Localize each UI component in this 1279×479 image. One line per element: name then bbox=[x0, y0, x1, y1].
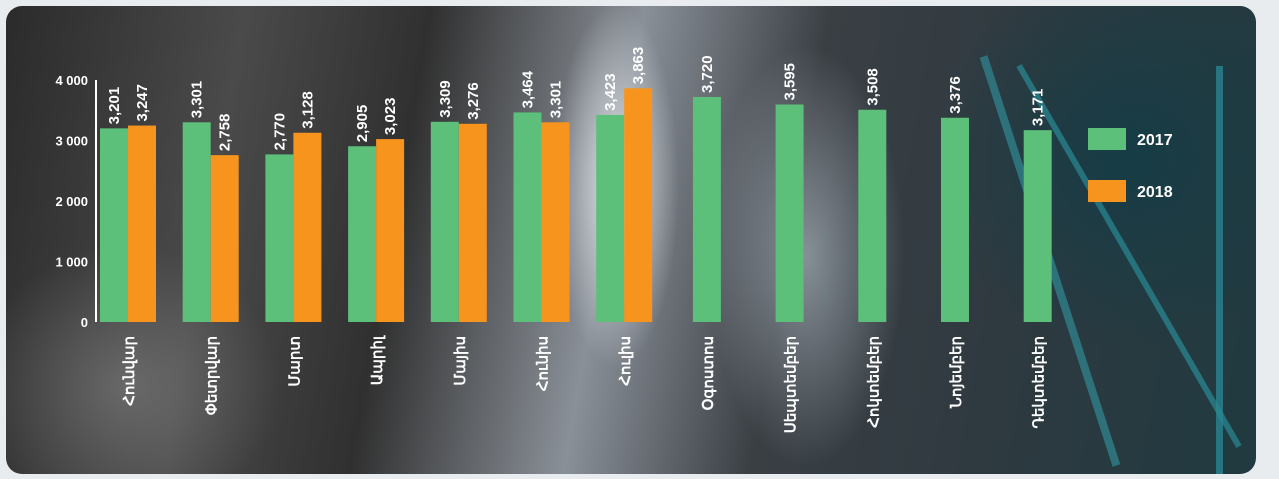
data-label-2017-4: 2,905 bbox=[354, 105, 371, 143]
x-tick-label: Ապրիլ bbox=[369, 335, 386, 385]
data-label-2017-7: 3,423 bbox=[602, 73, 619, 111]
data-label-2017-2: 3,301 bbox=[189, 81, 206, 119]
bar-2017-10 bbox=[858, 109, 887, 323]
legend-swatch-2017 bbox=[1088, 128, 1126, 150]
legend-label-2017: 2017 bbox=[1137, 132, 1173, 149]
y-tick-label: 3 000 bbox=[55, 134, 88, 149]
bar-2018-5 bbox=[458, 123, 487, 322]
data-label-2017-1: 3,201 bbox=[106, 87, 123, 125]
x-tick-label: Հունվար bbox=[121, 336, 138, 406]
data-label-2017-3: 2,770 bbox=[271, 113, 288, 151]
bar-2018-3 bbox=[293, 132, 322, 322]
data-label-2017-12: 3,171 bbox=[1030, 89, 1047, 127]
y-tick-label: 1 000 bbox=[55, 255, 88, 270]
data-label-2017-6: 3,464 bbox=[520, 70, 537, 108]
data-label-2018-4: 3,023 bbox=[382, 98, 399, 136]
data-label-2017-9: 3,595 bbox=[782, 63, 799, 101]
bar-2017-4 bbox=[348, 146, 377, 322]
y-tick-label: 4 000 bbox=[55, 73, 88, 88]
bar-2018-2 bbox=[210, 155, 239, 322]
y-tick-label: 0 bbox=[81, 315, 88, 330]
bar-2017-11 bbox=[941, 117, 969, 322]
x-tick-label: Դեկտեմբեր bbox=[1031, 336, 1048, 428]
bar-2018-6 bbox=[541, 122, 570, 323]
legend-label-2018: 2018 bbox=[1137, 184, 1173, 201]
x-tick-label: Սեպտեմբեր bbox=[783, 336, 800, 433]
bar-2017-3 bbox=[265, 154, 294, 322]
data-label-2018-1: 3,247 bbox=[134, 84, 151, 122]
x-tick-label: Նոյեմբեր bbox=[948, 336, 965, 409]
data-label-2017-8: 3,720 bbox=[699, 55, 716, 93]
bar-2017-7 bbox=[596, 114, 625, 322]
bar-2017-2 bbox=[182, 122, 211, 323]
data-label-2018-3: 3,128 bbox=[299, 91, 316, 129]
legend-swatch-2018 bbox=[1088, 180, 1126, 202]
bar-2018-7 bbox=[624, 88, 653, 322]
bar-2017-12 bbox=[1023, 130, 1052, 322]
data-label-2018-5: 3,276 bbox=[465, 82, 482, 120]
x-tick-label: Հուլիս bbox=[617, 336, 634, 386]
data-label-2017-10: 3,508 bbox=[864, 68, 881, 106]
bar-2017-1 bbox=[100, 128, 128, 322]
bar-2017-5 bbox=[430, 121, 459, 322]
x-tick-label: Օգոստոս bbox=[700, 336, 717, 410]
bar-2018-4 bbox=[376, 139, 405, 322]
bar-2017-8 bbox=[692, 96, 721, 322]
data-label-2018-7: 3,863 bbox=[630, 47, 647, 85]
background-railing bbox=[1216, 66, 1223, 474]
bar-2018-1 bbox=[128, 125, 156, 322]
data-label-2017-5: 3,309 bbox=[437, 80, 454, 118]
data-label-2018-6: 3,301 bbox=[548, 81, 565, 119]
bar-2017-6 bbox=[513, 112, 542, 322]
bar-2017-9 bbox=[775, 104, 804, 322]
data-label-2017-11: 3,376 bbox=[947, 76, 964, 114]
x-tick-label: Հոկտեմբեր bbox=[865, 336, 882, 428]
y-tick-label: 2 000 bbox=[55, 194, 88, 209]
data-label-2018-2: 2,758 bbox=[217, 114, 234, 152]
x-tick-label: Հունիս bbox=[535, 336, 552, 391]
x-tick-label: Փետրվար bbox=[204, 336, 221, 415]
x-tick-label: Մարտ bbox=[286, 336, 303, 387]
x-tick-label: Մայիս bbox=[452, 336, 469, 386]
